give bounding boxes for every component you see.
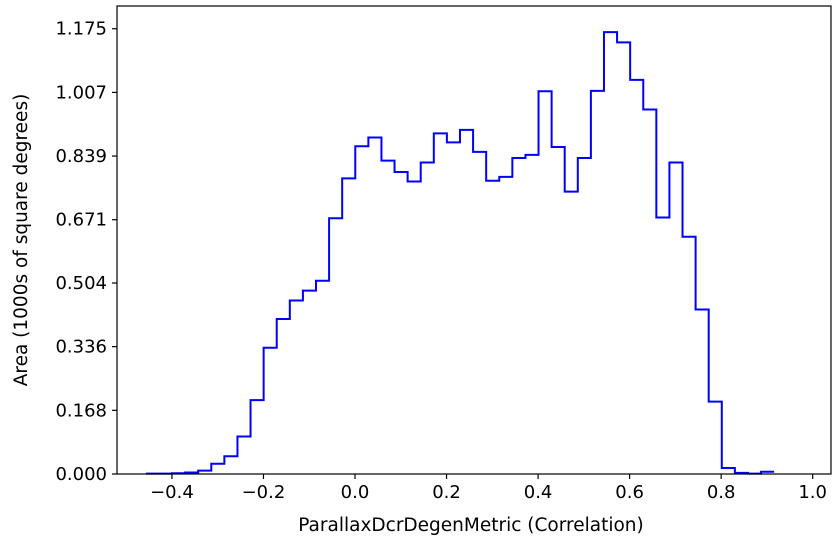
y-tick-label: 0.336 — [55, 337, 107, 358]
plot-area — [116, 5, 832, 475]
x-tick-label: 1.0 — [798, 482, 827, 503]
y-axis-ticks: 0.000 0.168 0.336 0.504 0.671 0.839 1.007 1.175 — [55, 19, 117, 485]
x-tick-label: 0.6 — [615, 482, 644, 503]
x-tick-label: −0.2 — [242, 482, 286, 503]
x-tick-label: −0.4 — [150, 482, 194, 503]
axes-frame — [116, 5, 832, 475]
x-tick-label: 0.8 — [707, 482, 736, 503]
y-tick-label: 0.504 — [55, 273, 107, 294]
y-tick-label: 0.000 — [55, 464, 107, 485]
x-tick-label: 0.2 — [432, 482, 461, 503]
y-tick-label: 1.007 — [55, 82, 107, 103]
x-axis-ticks: −0.4 −0.2 0.0 0.2 0.4 0.6 0.8 1.0 — [150, 474, 827, 503]
x-axis-label: ParallaxDcrDegenMetric (Correlation) — [298, 515, 644, 536]
x-tick-label: 0.4 — [524, 482, 553, 503]
x-tick-label: 0.0 — [341, 482, 370, 503]
y-tick-label: 1.175 — [55, 19, 107, 40]
y-axis-label: Area (1000s of square degrees) — [11, 94, 32, 387]
histogram-step-line — [145, 31, 775, 475]
y-tick-label: 0.671 — [55, 210, 107, 231]
y-tick-label: 0.839 — [55, 146, 107, 167]
y-tick-label: 0.168 — [55, 400, 107, 421]
